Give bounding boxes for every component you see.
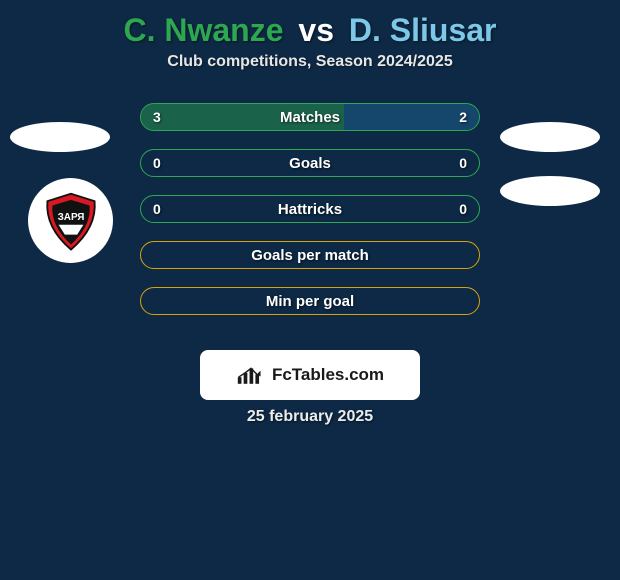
- player-b-club-avatar: [500, 176, 600, 206]
- stat-value-right: 0: [459, 155, 467, 171]
- stat-row: 0 0 Hattricks: [140, 195, 480, 223]
- stat-row: Goals per match: [140, 241, 480, 269]
- stat-value-right: 0: [459, 201, 467, 217]
- player-b-name: D. Sliusar: [349, 12, 497, 48]
- stat-label: Matches: [280, 109, 340, 126]
- generated-date: 25 february 2025: [0, 408, 620, 426]
- player-b-avatar: [500, 122, 600, 152]
- stat-value-right: 2: [459, 109, 467, 125]
- vs-separator: vs: [298, 12, 334, 48]
- club-crest-icon: ЗАРЯ: [40, 190, 102, 252]
- stat-row: 3 2 Matches: [140, 103, 480, 131]
- stat-label: Goals: [289, 155, 331, 172]
- stat-label: Min per goal: [266, 293, 354, 310]
- player-a-name: C. Nwanze: [123, 12, 283, 48]
- stat-label: Hattricks: [278, 201, 342, 218]
- player-a-avatar: [10, 122, 110, 152]
- player-a-club-logo: ЗАРЯ: [28, 178, 113, 263]
- svg-text:ЗАРЯ: ЗАРЯ: [57, 211, 84, 222]
- subtitle: Club competitions, Season 2024/2025: [0, 53, 620, 71]
- stat-value-left: 0: [153, 155, 161, 171]
- page-title: C. Nwanze vs D. Sliusar: [0, 0, 620, 53]
- stat-label: Goals per match: [251, 247, 369, 264]
- stat-row: Min per goal: [140, 287, 480, 315]
- bar-chart-icon: [236, 364, 266, 386]
- stat-value-left: 3: [153, 109, 161, 125]
- stat-row: 0 0 Goals: [140, 149, 480, 177]
- stat-value-left: 0: [153, 201, 161, 217]
- brand-name: FcTables.com: [272, 365, 384, 385]
- brand-badge[interactable]: FcTables.com: [200, 350, 420, 400]
